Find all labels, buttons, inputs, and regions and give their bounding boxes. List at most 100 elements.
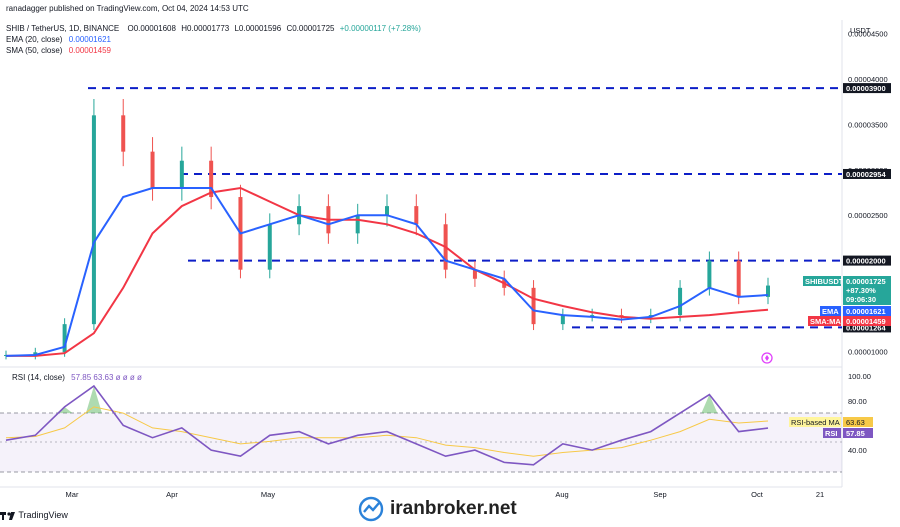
- published-text: ranadagger published on TradingView.com,…: [6, 4, 249, 13]
- rsi-ma-tag-value: 63.63: [846, 418, 865, 427]
- sma-legend: SMA (50, close) 0.00001459: [6, 46, 112, 55]
- candle-body: [179, 160, 184, 188]
- candle-body: [267, 224, 272, 270]
- time-axis-label: 21: [816, 490, 824, 499]
- watermark-icon: [358, 496, 384, 522]
- level-tag-box: [843, 83, 891, 94]
- rsi-band: [0, 413, 842, 472]
- sma-tag-name-box: [808, 316, 841, 326]
- ema-tag-name: EMA: [822, 307, 839, 316]
- watermark: iranbroker.net: [358, 494, 558, 524]
- symbol-price: 0.00001725: [846, 277, 886, 286]
- rsi-ma-tag-name: RSI-based MA: [791, 418, 840, 427]
- rsi-legend-label: RSI (14, close): [12, 373, 65, 382]
- level-tag-box: [843, 168, 891, 179]
- candle-body: [414, 206, 419, 225]
- time-axis: Mar Apr May Aug Sep Oct 21: [66, 490, 825, 499]
- currency-label: USDT: [850, 26, 871, 35]
- price-tick-label: 0.00003500: [848, 120, 888, 129]
- level-tag-label: 0.00002000: [846, 257, 886, 266]
- level-tag-label: 0.00003900: [846, 84, 886, 93]
- price-tick-label: 0.00004000: [848, 75, 888, 84]
- sma-tag-box: [843, 316, 891, 326]
- symbol-info: SHIB / TetherUS, 1D, BINANCE O0.00001608…: [6, 24, 421, 33]
- level-tag-label: 0.00002954: [846, 170, 886, 179]
- tradingview-footer: TradingView: [0, 510, 68, 521]
- sma-legend-label: SMA (50, close): [6, 46, 63, 55]
- candle-body: [678, 287, 683, 316]
- close-value: C0.00001725: [286, 24, 335, 33]
- symbol-price-tag: SHIBUSDT 0.00001725 +87.30% 09:06:30: [803, 276, 891, 305]
- rsi-tag-name: RSI: [825, 429, 838, 438]
- symbol-name: SHIBUSDT: [805, 277, 844, 286]
- symbol-line: SHIB / TetherUS, 1D, BINANCE: [6, 24, 119, 33]
- rsi-tick-label: 40.00: [848, 446, 867, 455]
- candle-body: [707, 260, 712, 288]
- rsi-tag-name-box: [823, 428, 841, 438]
- time-axis-label: Oct: [751, 490, 764, 499]
- candle-body: [209, 160, 214, 198]
- open-value: O0.00001608: [127, 24, 176, 33]
- rsi-legend: RSI (14, close) 57.85 63.63 ø ø ø ø: [12, 373, 142, 382]
- ema-legend-label: EMA (20, close): [6, 35, 63, 44]
- alert-icon-inner: [765, 355, 769, 361]
- candle-body: [33, 352, 38, 356]
- support-resistance-levels: [88, 87, 842, 329]
- rsi-legend-values: 57.85 63.63 ø ø ø ø: [71, 373, 142, 382]
- alert-icon[interactable]: [761, 352, 773, 364]
- price-tick-label: 0.00001000: [848, 347, 888, 356]
- symbol-name-box: [803, 276, 841, 286]
- level-tag-box: [843, 255, 891, 266]
- ema-legend-value: 0.00001621: [69, 35, 112, 44]
- rsi-overbought-fill: [56, 386, 718, 414]
- rsi-ma-tag-box: [843, 417, 873, 427]
- sma-tag-price: 0.00001459: [846, 317, 886, 326]
- rsi-tick-label: 100.00: [848, 372, 871, 381]
- price-tick-label: 0.00004500: [848, 30, 888, 39]
- sma-legend-value: 0.00001459: [69, 46, 112, 55]
- rsi-tag-box: [843, 428, 873, 438]
- ema-tag-price: 0.00001621: [846, 307, 886, 316]
- rsi-tick-label: 80.00: [848, 397, 867, 406]
- tradingview-brand: TradingView: [18, 510, 68, 520]
- low-value: L0.00001596: [234, 24, 281, 33]
- symbol-price-box: [843, 276, 891, 305]
- candle-body: [736, 260, 741, 297]
- level-tags: 0.00003900 0.00002954 0.00002000 0.00001264: [843, 83, 891, 333]
- rsi-ticks: 100.00 80.00 40.00: [848, 372, 871, 455]
- candles: [4, 98, 770, 360]
- time-axis-label: Apr: [166, 490, 178, 499]
- price-tick-label: 0.00002500: [848, 211, 888, 220]
- rsi-tag-value: 57.85: [846, 429, 865, 438]
- candle-body: [385, 206, 389, 216]
- rsi-ma-line: [5, 406, 769, 457]
- candle-body: [560, 315, 565, 325]
- candle-body: [91, 115, 96, 325]
- candle-body: [766, 285, 770, 297]
- candle-body: [121, 115, 126, 152]
- rsi-ma-tag-name-box: [789, 417, 841, 427]
- time-axis-label: Mar: [66, 490, 79, 499]
- sma-price-tag: SMA:MA 0.00001459: [808, 316, 891, 326]
- ema-price-tag: EMA 0.00001621: [820, 306, 891, 316]
- ema20-line: [5, 187, 769, 357]
- candle-body: [590, 315, 595, 317]
- candle-body: [62, 324, 67, 353]
- tradingview-logo-icon: [0, 511, 15, 520]
- time-axis-label: Aug: [555, 490, 568, 499]
- candle-body: [531, 287, 536, 325]
- symbol-time: 09:06:30: [846, 295, 876, 304]
- rsi-ma-tag: RSI-based MA 63.63: [789, 417, 873, 427]
- candle-body: [355, 215, 360, 234]
- time-axis-label: May: [261, 490, 275, 499]
- level-tag-box: [843, 322, 891, 333]
- symbol-change: +87.30%: [846, 286, 876, 295]
- change-value: +0.00000117 (+7.28%): [340, 24, 422, 33]
- watermark-text: iranbroker.net: [390, 498, 517, 519]
- rsi-line: [5, 384, 769, 466]
- ema-tag-name-box: [820, 306, 841, 316]
- candle-body: [150, 151, 155, 188]
- high-value: H0.00001773: [181, 24, 230, 33]
- level-tag-label: 0.00001264: [846, 323, 886, 332]
